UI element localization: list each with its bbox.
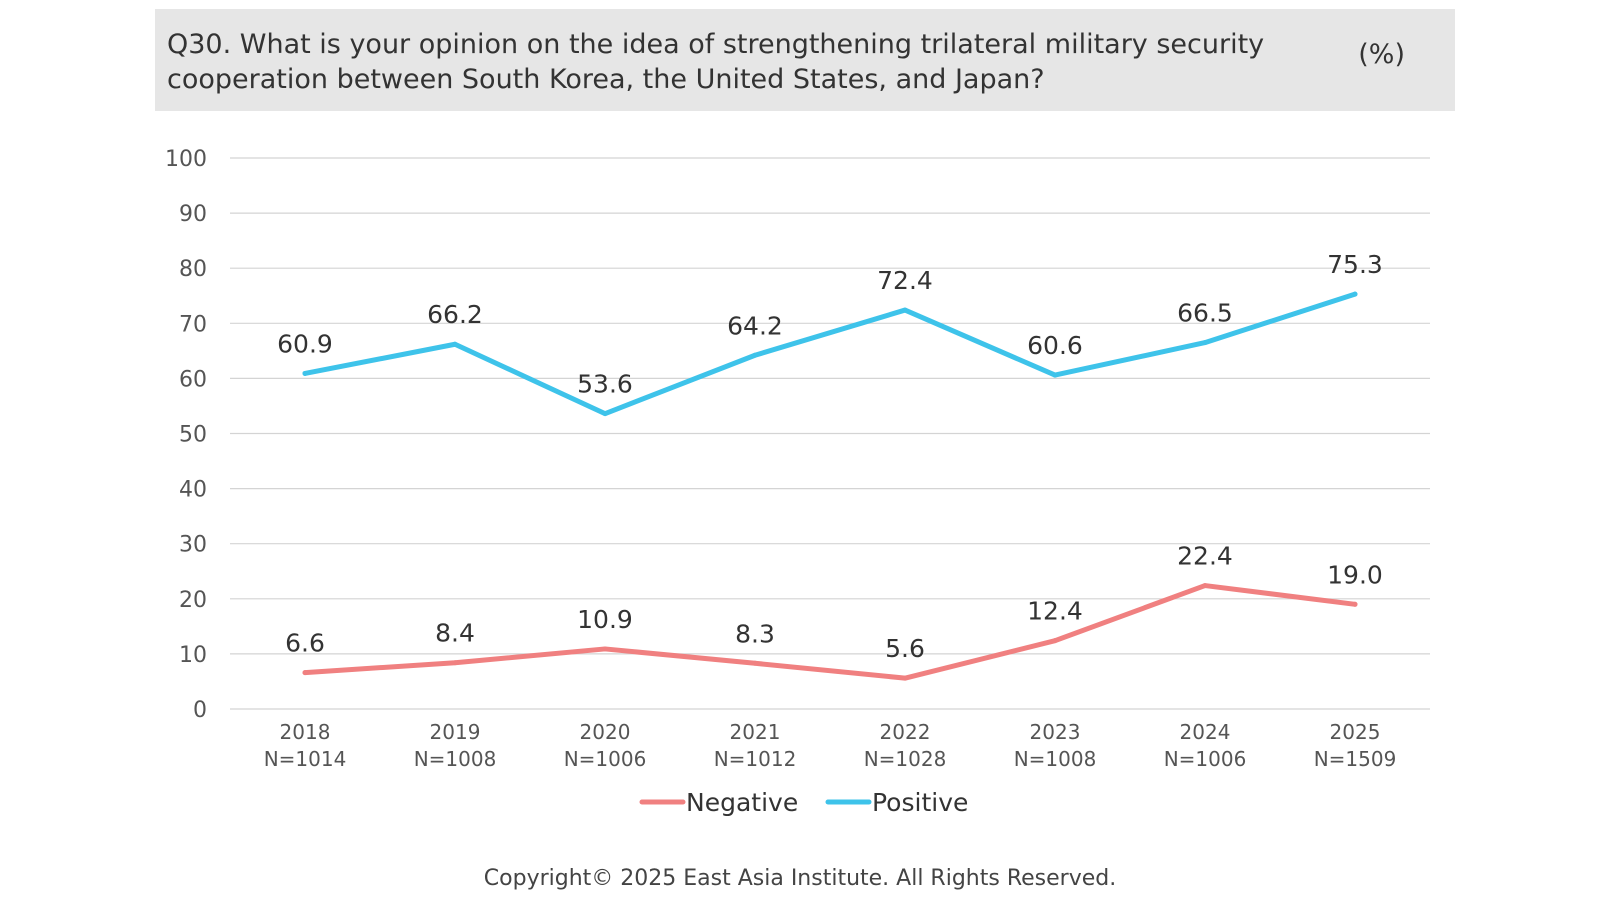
x-tick-label: 2025 [1330, 720, 1381, 744]
y-axis: 0 10 20 30 40 50 60 70 80 90 100 [165, 147, 207, 723]
gridlines [230, 157, 1430, 710]
x-tick-label: 2022 [880, 720, 931, 744]
data-point [1352, 601, 1358, 607]
data-label: 6.6 [285, 629, 325, 658]
data-point [1052, 372, 1058, 378]
x-tick-label: 2018 [280, 720, 331, 744]
data-point [602, 646, 608, 652]
x-tick-label: 2023 [1030, 720, 1081, 744]
y-tick-label: 30 [179, 533, 207, 558]
data-label: 60.9 [277, 329, 333, 358]
data-point [602, 411, 608, 417]
data-label: 53.6 [577, 370, 633, 399]
y-tick-label: 100 [165, 147, 207, 172]
data-point [902, 675, 908, 681]
data-label: 66.5 [1177, 299, 1233, 328]
data-point [902, 307, 908, 313]
series-line-positive [302, 291, 1358, 417]
x-tick-label: 2019 [430, 720, 481, 744]
y-tick-label: 80 [179, 257, 207, 282]
data-label: 5.6 [885, 634, 925, 663]
data-label: 10.9 [577, 605, 633, 634]
data-point [1202, 340, 1208, 346]
copyright-text: Copyright© 2025 East Asia Institute. All… [483, 866, 1117, 891]
data-point [302, 370, 308, 376]
x-tick-label: 2021 [730, 720, 781, 744]
data-point [302, 670, 308, 676]
x-tick-sublabel: N=1028 [864, 747, 947, 771]
y-tick-label: 20 [179, 588, 207, 613]
chart-title: Q30. What is your opinion on the idea of… [167, 29, 1265, 95]
x-tick-sublabel: N=1012 [714, 747, 797, 771]
data-label: 8.4 [435, 619, 475, 648]
y-tick-label: 70 [179, 312, 207, 337]
data-label: 22.4 [1177, 542, 1233, 571]
x-tick-sublabel: N=1509 [1314, 747, 1397, 771]
x-tick-sublabel: N=1008 [414, 747, 497, 771]
data-label: 64.2 [727, 311, 783, 340]
data-label: 12.4 [1027, 597, 1083, 626]
x-tick-sublabel: N=1006 [564, 747, 647, 771]
series-line-negative [302, 583, 1358, 681]
data-label: 72.4 [877, 266, 933, 295]
data-point [452, 341, 458, 347]
data-point [1052, 638, 1058, 644]
data-label: 19.0 [1327, 560, 1383, 589]
data-label: 66.2 [427, 300, 483, 329]
unit-label: (%) [1358, 39, 1405, 70]
y-tick-label: 60 [179, 367, 207, 392]
data-point [452, 660, 458, 666]
y-tick-label: 40 [179, 478, 207, 503]
legend-label-positive: Positive [872, 788, 968, 817]
legend-label-negative: Negative [686, 788, 798, 817]
title-box: Q30. What is your opinion on the idea of… [155, 9, 1455, 111]
y-tick-label: 0 [193, 698, 207, 723]
x-tick-sublabel: N=1006 [1164, 747, 1247, 771]
x-tick-sublabel: N=1014 [264, 747, 347, 771]
data-label: 75.3 [1327, 250, 1383, 279]
x-tick-label: 2024 [1180, 720, 1231, 744]
x-tick-sublabel: N=1008 [1014, 747, 1097, 771]
data-point [1352, 291, 1358, 297]
y-tick-label: 90 [179, 202, 207, 227]
data-point [752, 352, 758, 358]
data-point [1202, 583, 1208, 589]
data-label: 8.3 [735, 619, 775, 648]
y-tick-label: 10 [179, 643, 207, 668]
data-label: 60.6 [1027, 331, 1083, 360]
x-axis: 2018 N=1014 2019 N=1008 2020 N=1006 2021 N=1012… [264, 720, 1397, 771]
series-layer: 6.6 8.4 10.9 8.3 5.6 12.4 22.4 19.0 60.9 66.2 53.6… [277, 250, 1383, 681]
x-tick-label: 2020 [580, 720, 631, 744]
y-tick-label: 50 [179, 423, 207, 448]
legend: Negative Positive [639, 788, 968, 817]
data-point [752, 660, 758, 666]
